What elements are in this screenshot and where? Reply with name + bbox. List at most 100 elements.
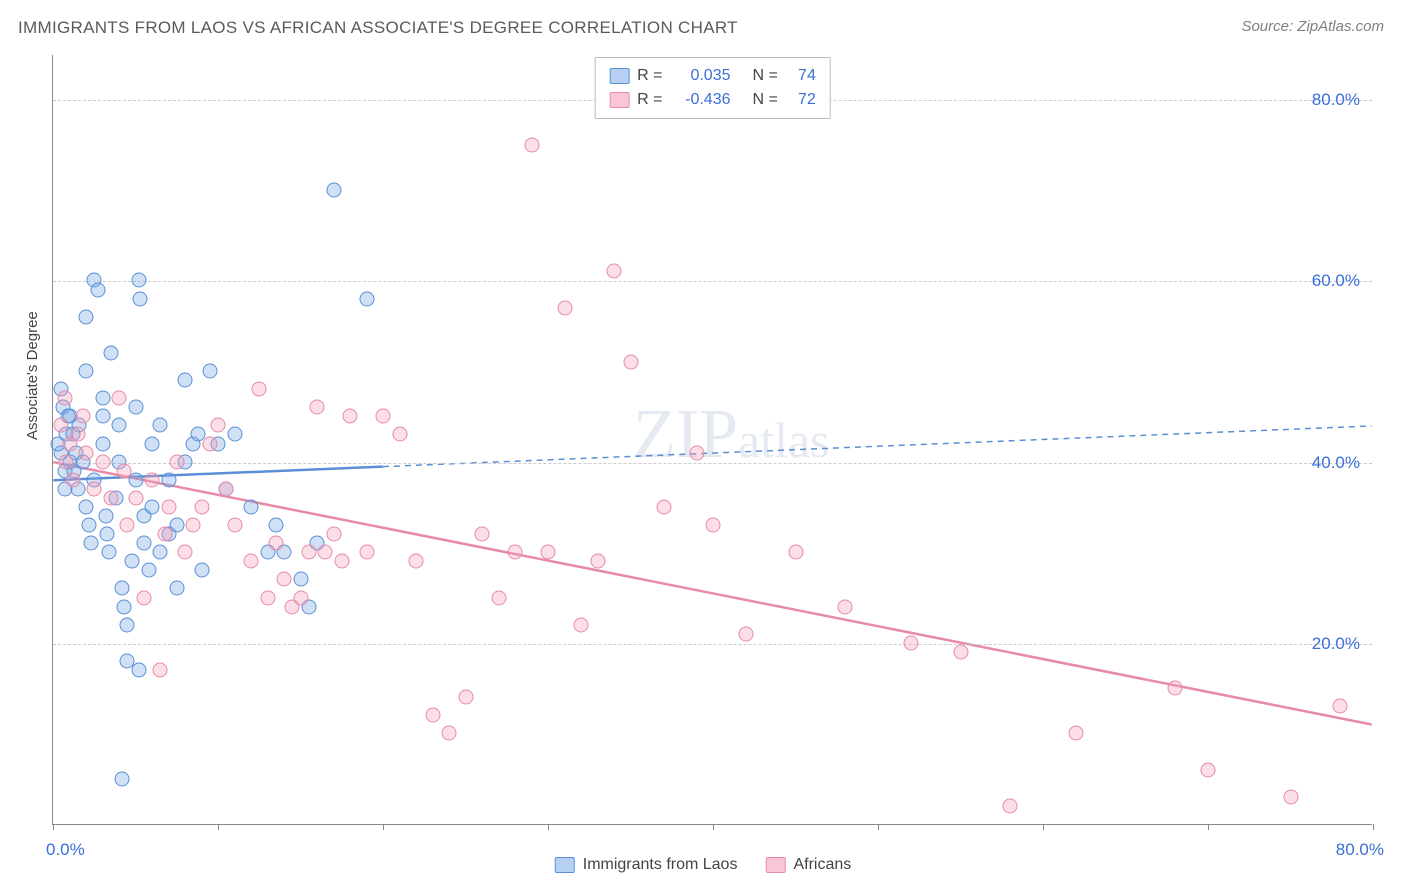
r-label: R = — [637, 64, 662, 88]
n-value-laos: 74 — [786, 64, 816, 88]
data-point — [268, 536, 283, 551]
r-value-laos: 0.035 — [671, 64, 731, 88]
data-point — [1168, 681, 1183, 696]
gridline — [53, 463, 1372, 464]
data-point — [136, 536, 151, 551]
data-point — [376, 409, 391, 424]
data-point — [103, 490, 118, 505]
ytick-label: 60.0% — [1312, 271, 1360, 291]
data-point — [557, 300, 572, 315]
data-point — [128, 400, 143, 415]
data-point — [161, 499, 176, 514]
data-point — [277, 572, 292, 587]
data-point — [244, 499, 259, 514]
x-min-label: 0.0% — [46, 840, 85, 860]
data-point — [178, 545, 193, 560]
data-point — [103, 345, 118, 360]
data-point — [100, 527, 115, 542]
data-point — [90, 282, 105, 297]
xtick — [218, 824, 219, 830]
plot-area: ZIPatlas R = 0.035 N = 74 R = -0.436 N =… — [52, 55, 1372, 825]
data-point — [115, 771, 130, 786]
legend-stats: R = 0.035 N = 74 R = -0.436 N = 72 — [594, 57, 831, 119]
data-point — [112, 391, 127, 406]
data-point — [83, 536, 98, 551]
data-point — [131, 273, 146, 288]
data-point — [244, 554, 259, 569]
data-point — [739, 626, 754, 641]
data-point — [79, 499, 94, 514]
data-point — [169, 454, 184, 469]
n-label: N = — [753, 64, 778, 88]
y-axis-label: Associate's Degree — [24, 311, 41, 440]
data-point — [194, 563, 209, 578]
xtick — [383, 824, 384, 830]
legend-label-laos: Immigrants from Laos — [583, 856, 738, 874]
data-point — [102, 545, 117, 560]
data-point — [79, 309, 94, 324]
data-point — [95, 409, 110, 424]
data-point — [202, 364, 217, 379]
data-point — [904, 635, 919, 650]
legend-label-africans: Africans — [793, 856, 851, 874]
legend-stats-row-b: R = -0.436 N = 72 — [609, 88, 816, 112]
data-point — [116, 463, 131, 478]
swatch-africans — [765, 857, 785, 873]
legend-item-laos: Immigrants from Laos — [555, 856, 738, 874]
data-point — [95, 454, 110, 469]
data-point — [491, 590, 506, 605]
data-point — [318, 545, 333, 560]
data-point — [136, 590, 151, 605]
data-point — [65, 472, 80, 487]
data-point — [70, 427, 85, 442]
data-point — [310, 400, 325, 415]
swatch-africans — [609, 92, 629, 108]
data-point — [788, 545, 803, 560]
r-label: R = — [637, 88, 662, 112]
data-point — [145, 436, 160, 451]
data-point — [590, 554, 605, 569]
data-point — [359, 545, 374, 560]
data-point — [293, 590, 308, 605]
trend-lines — [53, 55, 1372, 824]
data-point — [1069, 726, 1084, 741]
data-point — [120, 518, 135, 533]
data-point — [268, 518, 283, 533]
data-point — [260, 590, 275, 605]
swatch-laos — [555, 857, 575, 873]
data-point — [326, 182, 341, 197]
data-point — [87, 481, 102, 496]
data-point — [131, 663, 146, 678]
xtick — [1043, 824, 1044, 830]
trend-line-dashed — [383, 426, 1372, 467]
data-point — [112, 418, 127, 433]
xtick — [878, 824, 879, 830]
data-point — [607, 264, 622, 279]
legend-item-africans: Africans — [765, 856, 851, 874]
data-point — [116, 599, 131, 614]
data-point — [1283, 789, 1298, 804]
data-point — [409, 554, 424, 569]
data-point — [227, 427, 242, 442]
data-point — [219, 481, 234, 496]
data-point — [838, 599, 853, 614]
ytick-label: 40.0% — [1312, 453, 1360, 473]
data-point — [161, 472, 176, 487]
data-point — [953, 644, 968, 659]
xtick — [1373, 824, 1374, 830]
data-point — [153, 418, 168, 433]
data-point — [301, 545, 316, 560]
data-point — [194, 499, 209, 514]
data-point — [574, 617, 589, 632]
data-point — [120, 617, 135, 632]
xtick — [548, 824, 549, 830]
data-point — [706, 518, 721, 533]
watermark-part1: ZIP — [633, 396, 738, 473]
data-point — [186, 518, 201, 533]
data-point — [1333, 699, 1348, 714]
data-point — [541, 545, 556, 560]
watermark-part2: atlas — [738, 412, 830, 468]
ytick-label: 20.0% — [1312, 634, 1360, 654]
data-point — [95, 391, 110, 406]
data-point — [153, 545, 168, 560]
